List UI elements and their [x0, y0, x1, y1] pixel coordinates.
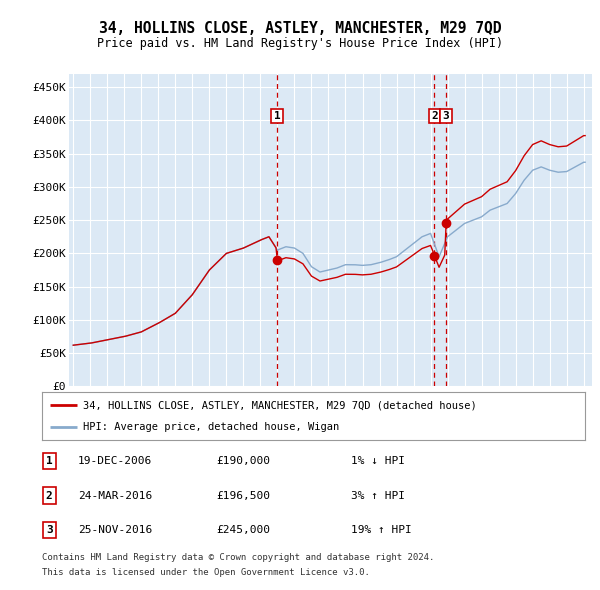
Text: 24-MAR-2016: 24-MAR-2016: [78, 491, 152, 500]
Text: Contains HM Land Registry data © Crown copyright and database right 2024.: Contains HM Land Registry data © Crown c…: [42, 553, 434, 562]
Text: 1: 1: [46, 457, 53, 466]
Text: 3: 3: [442, 111, 449, 121]
Text: 1: 1: [274, 111, 280, 121]
Text: £196,500: £196,500: [216, 491, 270, 500]
Text: HPI: Average price, detached house, Wigan: HPI: Average price, detached house, Wiga…: [83, 422, 339, 432]
Text: 19% ↑ HPI: 19% ↑ HPI: [351, 525, 412, 535]
Text: Price paid vs. HM Land Registry's House Price Index (HPI): Price paid vs. HM Land Registry's House …: [97, 37, 503, 50]
Text: 2: 2: [46, 491, 53, 500]
Text: 2: 2: [431, 111, 438, 121]
Text: 34, HOLLINS CLOSE, ASTLEY, MANCHESTER, M29 7QD (detached house): 34, HOLLINS CLOSE, ASTLEY, MANCHESTER, M…: [83, 400, 476, 410]
Text: 25-NOV-2016: 25-NOV-2016: [78, 525, 152, 535]
Text: 3: 3: [46, 525, 53, 535]
Text: £245,000: £245,000: [216, 525, 270, 535]
Text: 19-DEC-2006: 19-DEC-2006: [78, 457, 152, 466]
Text: This data is licensed under the Open Government Licence v3.0.: This data is licensed under the Open Gov…: [42, 568, 370, 577]
Text: £190,000: £190,000: [216, 457, 270, 466]
Text: 1% ↓ HPI: 1% ↓ HPI: [351, 457, 405, 466]
Text: 34, HOLLINS CLOSE, ASTLEY, MANCHESTER, M29 7QD: 34, HOLLINS CLOSE, ASTLEY, MANCHESTER, M…: [99, 21, 501, 35]
Text: 3% ↑ HPI: 3% ↑ HPI: [351, 491, 405, 500]
